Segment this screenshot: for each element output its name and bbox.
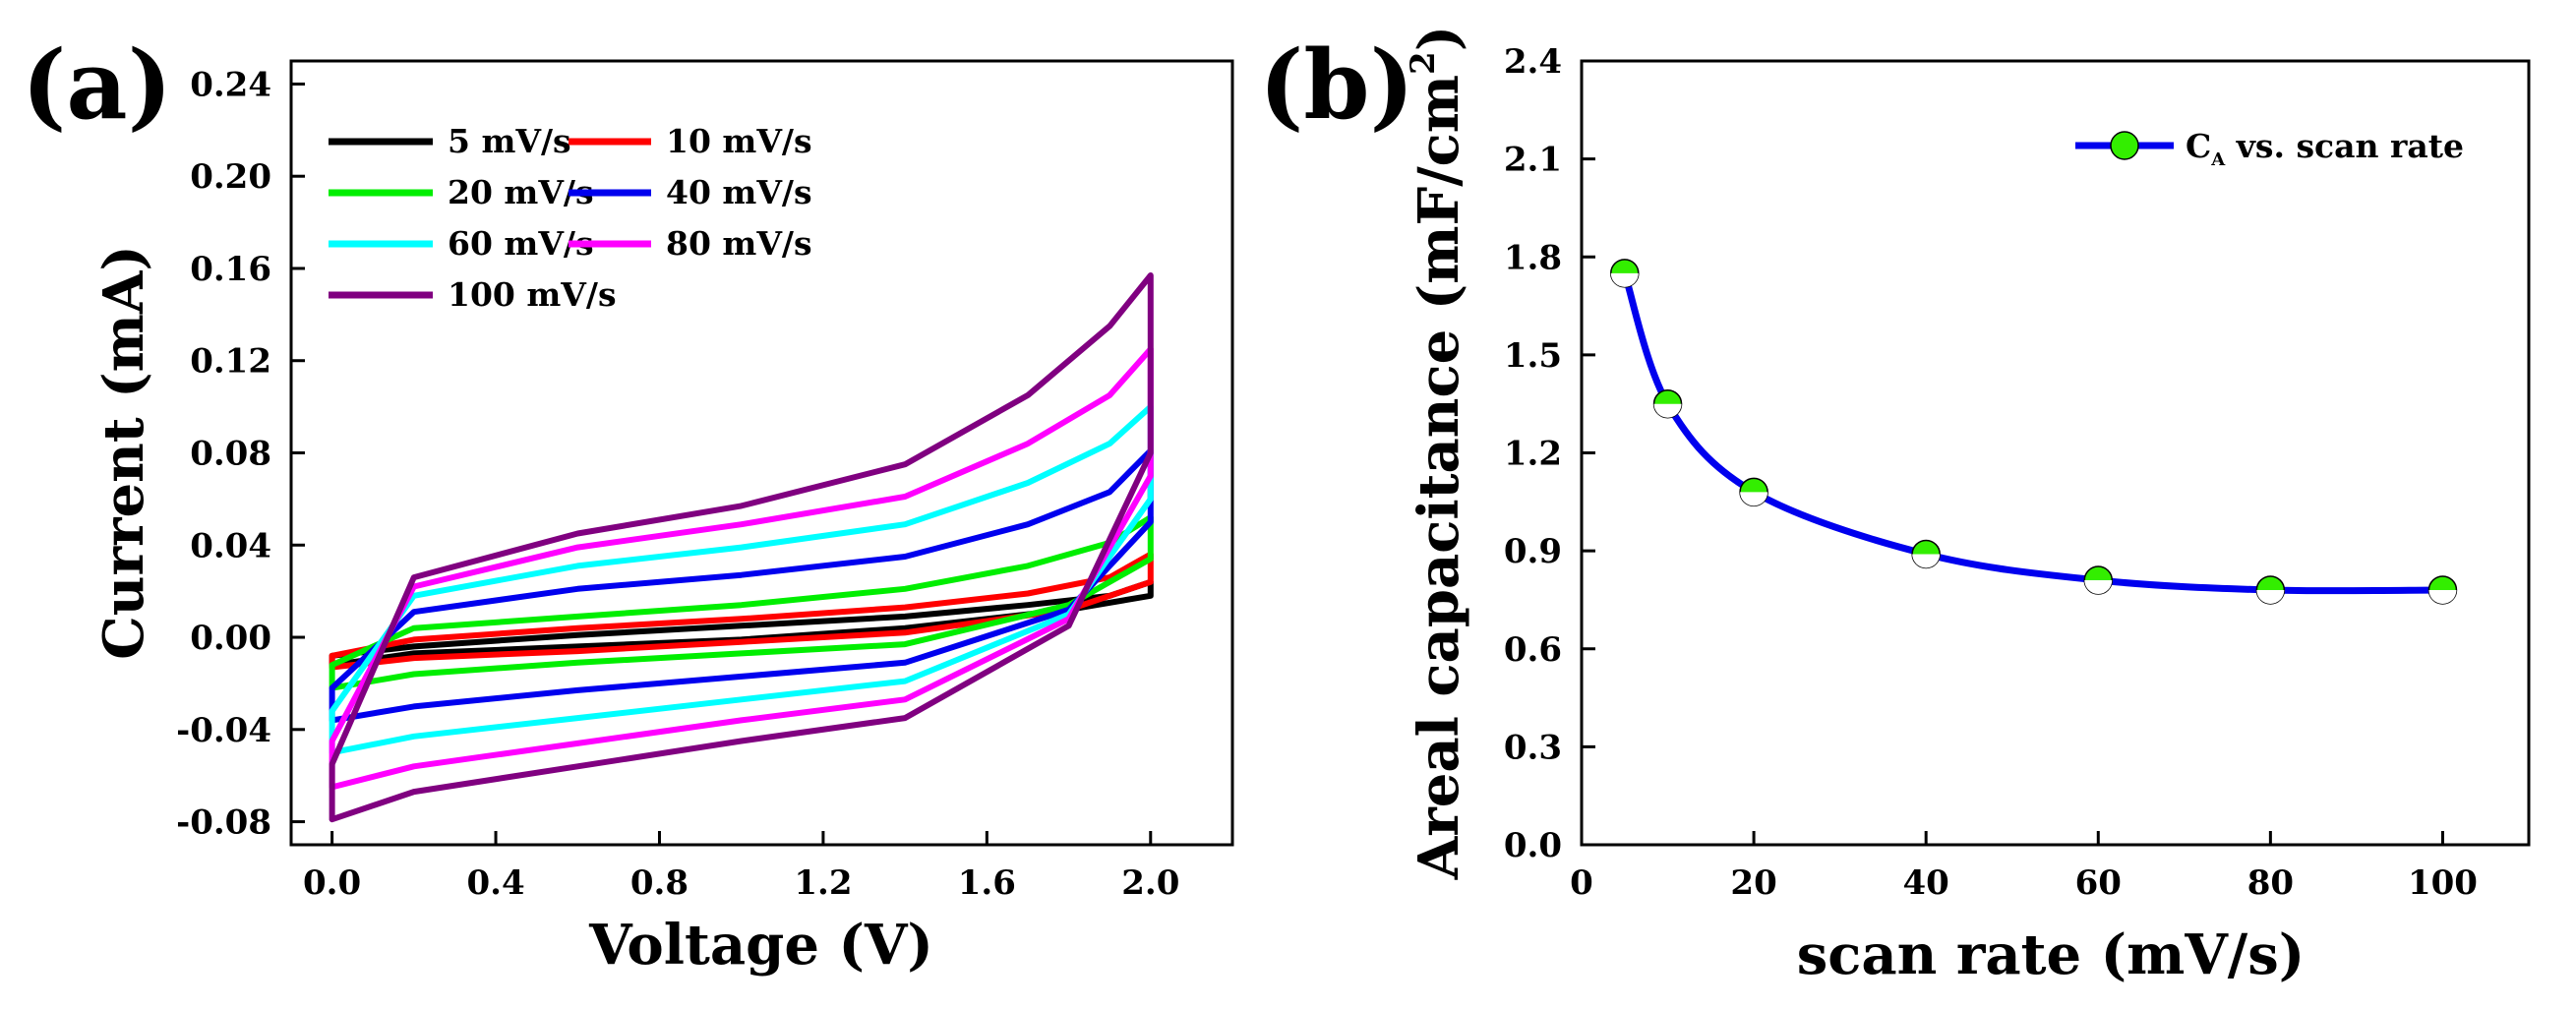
panel-a: (a) 0.0 0.4 0.8 1.2 1.6 2.0 -0.08 -0.04 0.00 0.0… xyxy=(22,30,1234,978)
y-tick-label: 0.3 xyxy=(1504,728,1562,767)
data-point xyxy=(2083,565,2114,595)
legend-label-80-mvs: 80 mV/s xyxy=(666,224,812,263)
y-tick-label: 0.16 xyxy=(190,250,271,289)
panel-b-legend: CA vs. scan rate xyxy=(2075,127,2464,170)
cv-curve-5-mv-s xyxy=(329,578,1154,669)
panel-b-y-axis-title-suffix: ) xyxy=(1407,26,1471,52)
panel-b-y-axis-title: Areal capacitance (mF/cm2) xyxy=(1404,26,1471,880)
x-tick-label: 1.2 xyxy=(794,863,852,903)
data-point xyxy=(2427,575,2458,605)
panel-b-x-axis-title: scan rate (mV/s) xyxy=(1797,922,2306,987)
data-point-marker-half xyxy=(1740,492,1768,506)
y-tick-label: 1.5 xyxy=(1504,336,1562,376)
y-tick-label: 1.8 xyxy=(1504,238,1562,277)
panel-b-plot-frame xyxy=(1580,59,2531,847)
panel-b-y-axis: 0.0 0.3 0.6 0.9 1.2 1.5 1.8 2.1 2.4 xyxy=(1504,42,1595,865)
panel-a-x-axis: 0.0 0.4 0.8 1.2 1.6 2.0 xyxy=(303,831,1179,903)
x-tick-label: 0.8 xyxy=(630,863,689,903)
y-tick-label: 0.12 xyxy=(190,342,271,382)
cv-curve-100-mv-s xyxy=(329,272,1154,823)
data-point-marker-half xyxy=(2084,580,2113,595)
data-point xyxy=(2255,575,2286,605)
y-tick-label: 0.0 xyxy=(1504,826,1562,865)
data-point xyxy=(1652,388,1683,419)
y-tick-label: 0.00 xyxy=(190,619,271,658)
legend-label-ca-subscript: A xyxy=(2210,149,2226,170)
y-tick-label: 0.9 xyxy=(1504,532,1562,571)
y-tick-label: 0.6 xyxy=(1504,630,1562,670)
legend-label-5-mvs: 5 mV/s xyxy=(448,122,571,160)
data-point xyxy=(1739,477,1768,507)
panel-b-label: (b) xyxy=(1259,30,1414,141)
data-point-marker-half xyxy=(1610,272,1639,287)
y-tick-label: 0.20 xyxy=(190,157,271,197)
legend-label-100-mvs: 100 mV/s xyxy=(448,275,617,314)
legend-marker-ca xyxy=(2110,131,2139,160)
y-tick-label: -0.04 xyxy=(176,711,271,750)
x-tick-label: 0.4 xyxy=(466,863,524,903)
x-tick-label: 80 xyxy=(2247,863,2294,903)
legend-label-40-mvs: 40 mV/s xyxy=(666,173,812,211)
y-tick-label: 1.2 xyxy=(1504,435,1562,474)
legend-label-ca: CA vs. scan rate xyxy=(2186,127,2464,170)
x-tick-label: 60 xyxy=(2075,863,2122,903)
panel-b-series-group xyxy=(1610,259,2458,605)
data-point xyxy=(1911,539,1941,569)
data-point-marker-half xyxy=(1912,554,1941,568)
legend-label-ca-main: C xyxy=(2186,127,2211,165)
x-tick-label: 1.6 xyxy=(958,863,1016,903)
panel-b-y-axis-title-main: Areal capacitance (mF/cm xyxy=(1407,75,1471,880)
panel-a-series-group xyxy=(329,272,1154,823)
x-tick-label: 0.0 xyxy=(303,863,361,903)
y-tick-label: 0.04 xyxy=(190,526,271,565)
panel-a-y-axis: -0.08 -0.04 0.00 0.04 0.08 0.12 0.16 0.20 0.24 xyxy=(176,65,305,843)
capacitance-curve xyxy=(1621,271,2443,595)
panel-b-y-axis-title-superscript: 2 xyxy=(1404,51,1443,75)
data-point-marker-half xyxy=(2428,589,2457,604)
x-tick-label: 2.0 xyxy=(1121,863,1179,903)
panel-a-label: (a) xyxy=(22,30,172,141)
data-point-marker-half xyxy=(2256,589,2285,604)
panel-b-x-axis: 0 20 40 60 80 100 xyxy=(1570,831,2478,903)
panel-a-y-axis-title: Current (mA) xyxy=(91,245,156,660)
x-tick-label: 40 xyxy=(1903,863,1949,903)
y-tick-label: 0.24 xyxy=(190,65,271,104)
panel-b: (b) 0 20 40 60 80 100 0.0 0.3 0.6 0.9 1.2 1.5 1.8 2.… xyxy=(1259,26,2531,987)
cv-curve-20-mv-s xyxy=(329,514,1154,691)
data-point xyxy=(1610,259,1640,288)
cv-curve-10-mv-s xyxy=(329,551,1154,671)
y-tick-label: 2.1 xyxy=(1504,141,1562,180)
x-tick-label: 20 xyxy=(1730,863,1776,903)
data-point-marker-half xyxy=(1653,403,1682,418)
panel-a-legend: 5 mV/s 10 mV/s 20 mV/s 40 mV/s 60 mV/s 8… xyxy=(329,122,812,314)
y-tick-label: -0.08 xyxy=(176,803,271,843)
y-tick-label: 2.4 xyxy=(1504,42,1562,82)
x-tick-label: 100 xyxy=(2408,863,2478,903)
x-tick-label: 0 xyxy=(1570,863,1593,903)
y-tick-label: 0.08 xyxy=(190,435,271,474)
legend-label-ca-rest: vs. scan rate xyxy=(2225,127,2464,165)
legend-label-10-mvs: 10 mV/s xyxy=(666,122,812,160)
panel-a-x-axis-title: Voltage (V) xyxy=(588,913,933,978)
